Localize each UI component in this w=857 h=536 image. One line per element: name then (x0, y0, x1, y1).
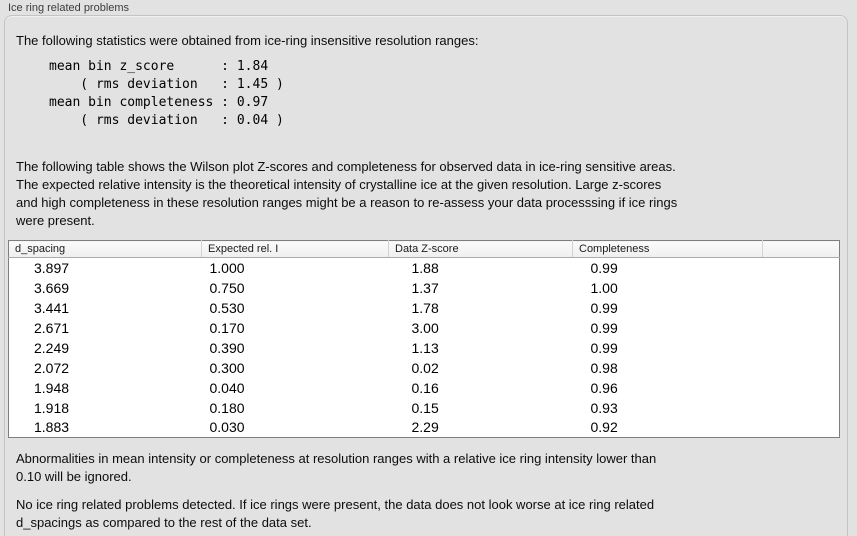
table-header-row: d_spacing Expected rel. I Data Z-score C… (8, 240, 840, 258)
ignore-note: Abnormalities in mean intensity or compl… (16, 451, 657, 484)
table-cell: 0.92 (590, 419, 618, 436)
table-cell: 0.030 (209, 419, 245, 436)
ice-ring-panel: The following statistics were obtained f… (4, 15, 848, 536)
table-row[interactable]: 1.883 0.030 2.29 0.92 (9, 418, 840, 438)
table-cell: 1.78 (411, 299, 439, 316)
table-cell (763, 278, 840, 298)
stats-block: mean bin z_score : 1.84 ( rms deviation … (49, 59, 284, 128)
table-cell: 0.99 (590, 339, 618, 356)
column-header-d-spacing[interactable]: d_spacing (8, 240, 202, 258)
table-cell: 0.040 (209, 379, 245, 396)
table-cell: 0.02 (411, 359, 439, 376)
table-cell: 3.897 (34, 259, 70, 276)
table-row[interactable]: 2.072 0.300 0.02 0.98 (9, 358, 840, 378)
table-cell: 3.00 (411, 319, 439, 336)
table-cell: 0.170 (209, 319, 245, 336)
table-cell (763, 378, 840, 398)
table-row[interactable]: 1.948 0.040 0.16 0.96 (9, 378, 840, 398)
table-cell: 1.883 (34, 419, 70, 436)
column-header-empty (762, 240, 840, 258)
table-cell: 1.13 (411, 339, 439, 356)
table-cell: 0.530 (209, 299, 245, 316)
table-cell (763, 338, 840, 358)
table-row[interactable]: 3.669 0.750 1.37 1.00 (9, 278, 840, 298)
table-cell: 3.441 (34, 299, 70, 316)
table-row[interactable]: 3.897 1.000 1.88 0.99 (9, 258, 840, 278)
table-cell: 0.750 (209, 279, 245, 296)
table-cell: 0.93 (590, 399, 618, 416)
table-cell (763, 418, 840, 438)
conclusion-text: No ice ring related problems detected. I… (16, 497, 655, 530)
table-cell: 2.671 (34, 319, 70, 336)
table-cell: 1.918 (34, 399, 70, 416)
table-cell: 1.37 (411, 279, 439, 296)
table-cell (763, 398, 840, 418)
table-row[interactable]: 1.918 0.180 0.15 0.93 (9, 398, 840, 418)
table-cell (763, 318, 840, 338)
table-row[interactable]: 3.441 0.530 1.78 0.99 (9, 298, 840, 318)
table-row[interactable]: 2.249 0.390 1.13 0.99 (9, 338, 840, 358)
table-cell: 0.300 (209, 359, 245, 376)
column-header-data-z-score[interactable]: Data Z-score (388, 240, 573, 258)
table-cell: 0.99 (590, 299, 618, 316)
table-cell: 0.98 (590, 359, 618, 376)
table-cell: 0.16 (411, 379, 439, 396)
table-cell: 3.669 (34, 279, 70, 296)
column-header-completeness[interactable]: Completeness (572, 240, 763, 258)
table-cell: 1.948 (34, 379, 70, 396)
table-cell: 0.15 (411, 399, 439, 416)
table-cell: 0.180 (209, 399, 245, 416)
table-cell: 2.29 (411, 419, 439, 436)
table-cell: 2.072 (34, 359, 70, 376)
ice-ring-table: d_spacing Expected rel. I Data Z-score C… (8, 240, 840, 438)
column-header-expected-rel-i[interactable]: Expected rel. I (201, 240, 389, 258)
table-cell: 0.96 (590, 379, 618, 396)
table-cell (763, 358, 840, 378)
groupbox-title: Ice ring related problems (8, 2, 130, 14)
table-cell: 1.000 (209, 259, 245, 276)
table-cell: 2.249 (34, 339, 70, 356)
intro-text: The following statistics were obtained f… (16, 33, 479, 48)
table-cell: 0.99 (590, 259, 618, 276)
table-cell: 0.99 (590, 319, 618, 336)
table-cell: 0.390 (209, 339, 245, 356)
table-description: The following table shows the Wilson plo… (16, 159, 678, 228)
table-cell: 1.00 (590, 279, 618, 296)
table-cell (763, 258, 840, 278)
table-cell: 1.88 (411, 259, 439, 276)
table-cell (763, 298, 840, 318)
table-row[interactable]: 2.671 0.170 3.00 0.99 (9, 318, 840, 338)
